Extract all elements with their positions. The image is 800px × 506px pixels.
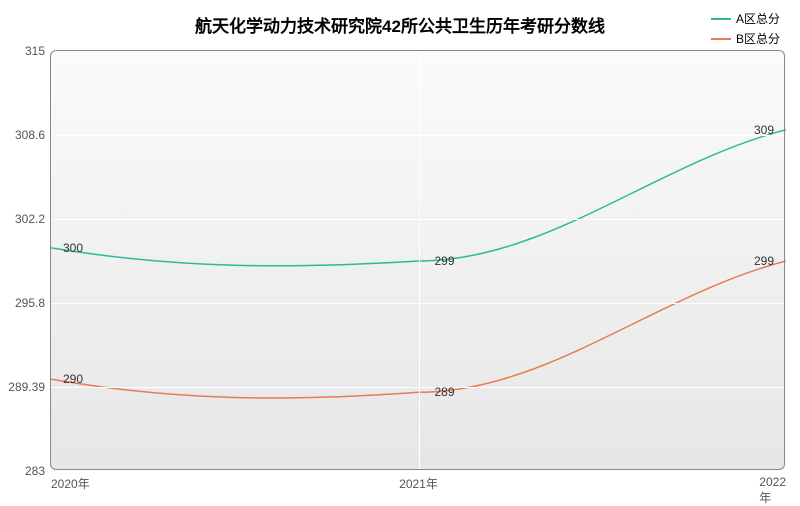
legend-label-a: A区总分 xyxy=(736,10,780,27)
y-tick-label: 283 xyxy=(25,464,51,478)
legend-item-a: A区总分 xyxy=(711,10,780,27)
data-label: 289 xyxy=(432,385,456,399)
legend-item-b: B区总分 xyxy=(711,30,780,47)
grid-line-h xyxy=(51,219,784,220)
grid-line-h xyxy=(51,387,784,388)
data-label: 290 xyxy=(61,372,85,386)
legend-swatch-a xyxy=(711,18,731,20)
x-tick-label: 2022年 xyxy=(759,469,786,506)
chart-container: 航天化学动力技术研究院42所公共卫生历年考研分数线 A区总分 B区总分 2832… xyxy=(0,0,800,500)
x-tick-label: 2021年 xyxy=(399,469,438,492)
data-label: 299 xyxy=(432,254,456,268)
plot-area: 283289.39295.8302.2308.63152020年2021年202… xyxy=(50,50,785,470)
legend: A区总分 B区总分 xyxy=(711,10,780,50)
data-label: 309 xyxy=(752,123,776,137)
grid-line-h xyxy=(51,135,784,136)
chart-title: 航天化学动力技术研究院42所公共卫生历年考研分数线 xyxy=(0,12,800,37)
y-tick-label: 289.39 xyxy=(8,380,51,394)
grid-line-v xyxy=(419,51,420,469)
y-tick-label: 302.2 xyxy=(15,212,51,226)
legend-label-b: B区总分 xyxy=(736,30,780,47)
legend-swatch-b xyxy=(711,38,731,40)
y-tick-label: 295.8 xyxy=(15,296,51,310)
x-tick-label: 2020年 xyxy=(51,469,90,492)
data-label: 300 xyxy=(61,241,85,255)
data-label: 299 xyxy=(752,254,776,268)
y-tick-label: 308.6 xyxy=(15,128,51,142)
grid-line-h xyxy=(51,303,784,304)
y-tick-label: 315 xyxy=(25,44,51,58)
